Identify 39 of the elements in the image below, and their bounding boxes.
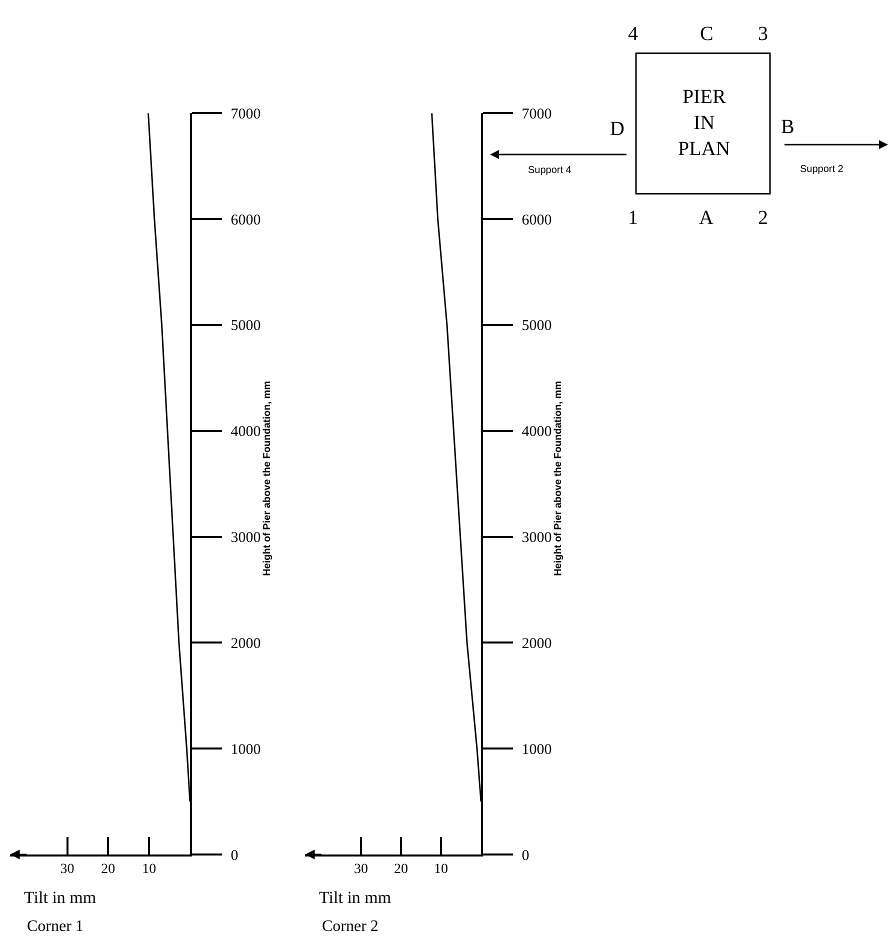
x-tick-label: 30 [60, 862, 74, 878]
text: B [781, 116, 794, 138]
text: 1 [628, 207, 638, 229]
text: Support 2 [800, 164, 844, 175]
x-tick-label: 10 [142, 862, 156, 878]
y-tick-label: 0 [230, 848, 238, 864]
y-tick-label: 1000 [522, 742, 552, 758]
text: 4 [628, 23, 638, 45]
x-tick-label: 20 [101, 862, 116, 878]
x-axis-title: Tilt in mm [24, 888, 96, 907]
y-tick-label: 1000 [230, 742, 261, 758]
text: Support 4 [528, 165, 572, 176]
y-axis-title: Height of Pier above the Foundation, mm [553, 380, 564, 576]
x-axis-title: Tilt in mm [319, 888, 392, 907]
text: Corner 2 [322, 918, 378, 935]
y-tick-label: 2000 [230, 636, 261, 652]
x-tick-label: 20 [394, 862, 408, 878]
text: PIER IN PLAN [678, 86, 730, 160]
text: Corner 1 [27, 918, 84, 935]
text: A [699, 207, 714, 229]
y-tick-label: 0 [522, 848, 530, 864]
y-tick-label: 2000 [522, 636, 552, 652]
y-axis-title: Height of Pier above the Foundation, mm [262, 380, 274, 576]
y-tick-label: 7000 [230, 106, 261, 122]
y-tick-label: 5000 [230, 318, 261, 334]
text: 2 [758, 207, 768, 229]
x-tick-label: 30 [354, 862, 368, 878]
y-tick-label: 4000 [230, 424, 261, 440]
y-tick-label: 7000 [522, 106, 552, 122]
x-tick-label: 10 [434, 862, 448, 878]
text: C [700, 23, 714, 45]
y-tick-label: 3000 [522, 530, 552, 546]
y-tick-label: 4000 [522, 424, 552, 440]
y-tick-label: 3000 [230, 530, 261, 546]
y-tick-label: 6000 [230, 212, 261, 228]
text: 3 [758, 23, 768, 45]
text: D [610, 118, 624, 140]
y-tick-label: 6000 [522, 212, 552, 228]
y-tick-label: 5000 [522, 318, 552, 334]
